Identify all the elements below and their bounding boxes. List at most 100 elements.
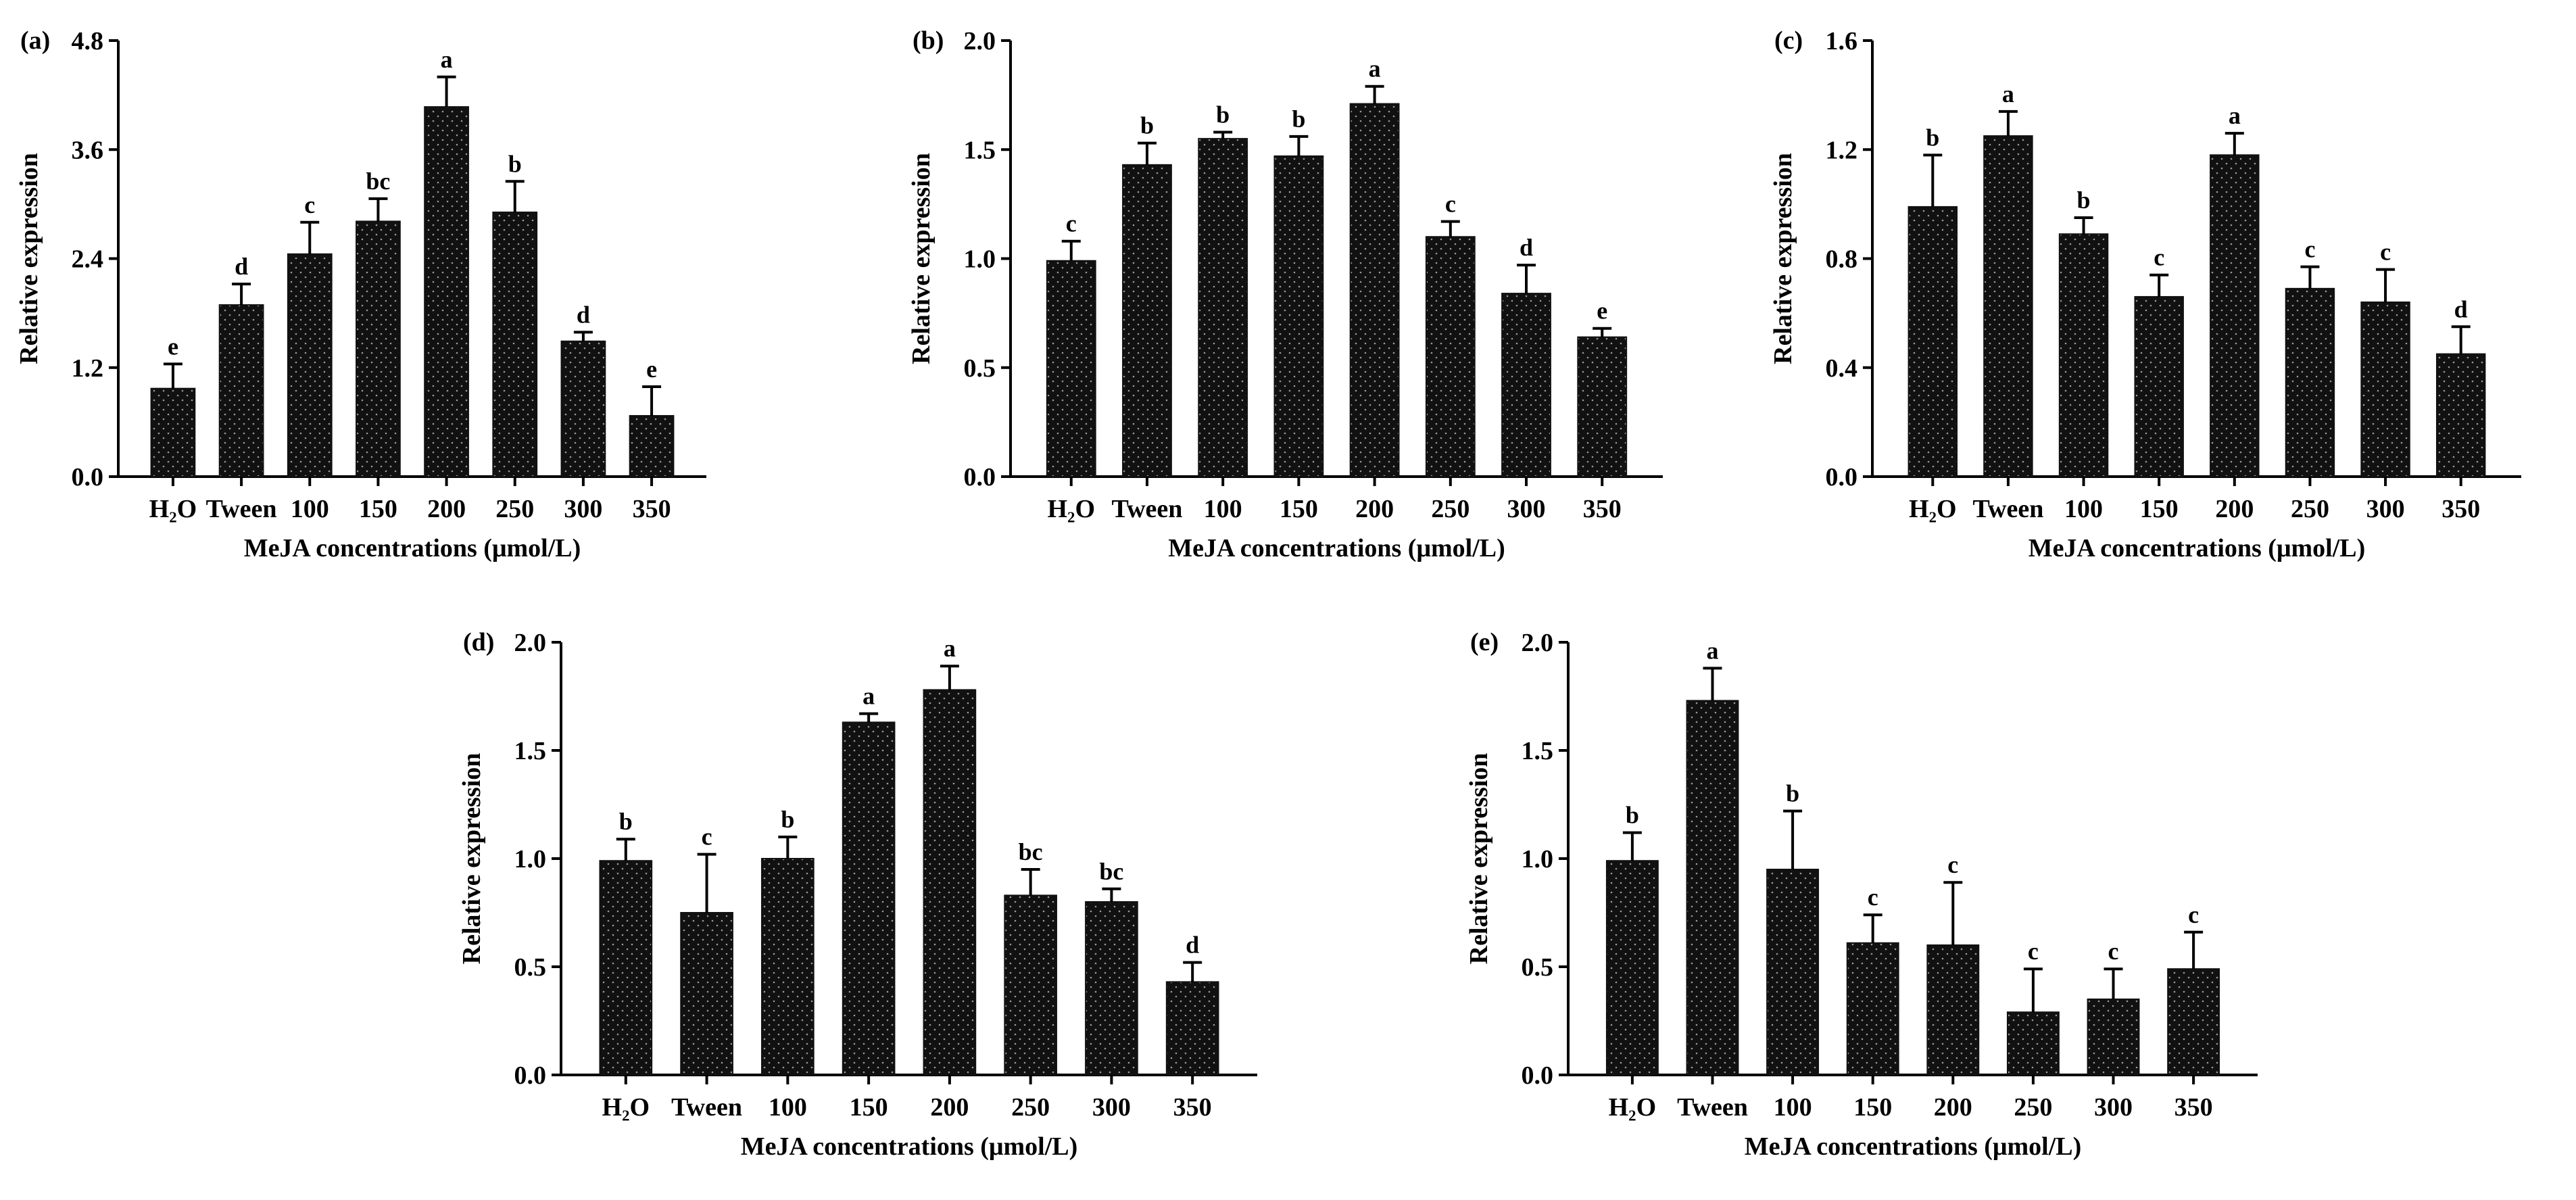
y-axis-title: Relative expression: [15, 153, 43, 364]
x-tick-label: 100: [769, 1093, 807, 1122]
significance-label: bc: [1019, 838, 1043, 865]
significance-label: a: [1706, 637, 1718, 664]
x-tick-label: H₂O: [602, 1093, 650, 1122]
y-tick-label: 1.2: [72, 354, 104, 383]
significance-label: b: [781, 806, 794, 833]
bar: [2167, 968, 2220, 1076]
significance-label: b: [1926, 124, 1939, 151]
x-tick-label: 150: [1853, 1093, 1892, 1122]
significance-label: b: [1140, 112, 1154, 139]
bar: [2285, 287, 2335, 477]
bar: [1004, 894, 1057, 1076]
x-tick-label: 250: [2291, 495, 2329, 523]
bar: [1122, 164, 1172, 477]
significance-label: c: [1445, 191, 1456, 218]
bar: [1273, 155, 1324, 478]
x-tick-label: 200: [1355, 495, 1394, 523]
x-tick-label: 350: [633, 495, 671, 523]
bar: [1983, 135, 2033, 477]
significance-label: a: [2002, 80, 2014, 107]
panel-label: (c): [1774, 26, 1803, 55]
x-tick-label: 300: [1092, 1093, 1131, 1122]
bar: [842, 721, 896, 1076]
bar: [680, 912, 733, 1076]
bar: [1907, 206, 1958, 477]
y-tick-label: 1.2: [1826, 136, 1858, 164]
x-tick-label: 350: [2174, 1093, 2213, 1122]
x-tick-label: H₂O: [1048, 495, 1096, 523]
x-axis-title: MeJA concentrations (μmol/L): [741, 1132, 1078, 1161]
significance-label: c: [2108, 938, 2119, 965]
x-tick-label: 250: [1011, 1093, 1050, 1122]
significance-label: a: [1369, 55, 1381, 82]
x-tick-label: 300: [2366, 495, 2405, 523]
x-tick-label: 150: [2140, 495, 2179, 523]
bar: [1165, 981, 1219, 1076]
significance-label: c: [1066, 210, 1077, 237]
y-tick-label: 0.5: [964, 354, 996, 383]
significance-label: d: [577, 301, 590, 328]
significance-label: bc: [1099, 858, 1123, 885]
x-tick-label: 300: [564, 495, 602, 523]
y-tick-label: 1.0: [964, 245, 996, 274]
significance-label: c: [1947, 851, 1958, 878]
significance-label: d: [235, 253, 248, 280]
significance-label: a: [862, 683, 875, 710]
x-tick-label: 300: [2094, 1093, 2133, 1122]
significance-label: b: [1786, 780, 1799, 807]
panel-label: (e): [1470, 628, 1499, 656]
x-tick-label: 150: [1280, 495, 1318, 523]
bar: [2210, 154, 2260, 477]
x-tick-label: 200: [2215, 495, 2254, 523]
significance-label: a: [944, 635, 956, 662]
y-tick-label: 2.4: [72, 245, 104, 274]
y-tick-label: 1.5: [1522, 737, 1554, 765]
chart-panel-5: (e) 0.0 0.5 1.0 1.5 2.0 Relative expression b H₂…: [1465, 628, 2258, 1161]
significance-label: a: [441, 46, 453, 73]
bar: [1046, 260, 1096, 477]
x-axis-title: MeJA concentrations (μmol/L): [244, 534, 581, 562]
bar: [1085, 901, 1138, 1076]
significance-label: c: [1868, 884, 1878, 911]
x-tick-label: 150: [850, 1093, 888, 1122]
x-tick-label: 350: [1583, 495, 1622, 523]
significance-label: c: [304, 191, 315, 218]
bar: [424, 106, 469, 477]
y-axis-title: Relative expression: [458, 753, 486, 965]
bar: [1501, 293, 1551, 477]
y-tick-label: 2.0: [514, 629, 547, 657]
y-tick-label: 0.0: [514, 1061, 547, 1090]
significance-label: a: [2229, 102, 2241, 129]
y-tick-label: 0.0: [72, 463, 104, 491]
significance-label: c: [2154, 244, 2164, 271]
panel-label: (a): [20, 26, 50, 55]
bar: [1766, 869, 1820, 1076]
x-tick-label: Tween: [1973, 495, 2044, 523]
x-tick-label: 250: [2014, 1093, 2052, 1122]
significance-label: c: [2304, 236, 2315, 263]
chart-panel-1: (a) 0.0 1.2 2.4 3.6 4.8 Relative expression e H₂…: [15, 26, 706, 562]
significance-label: c: [702, 823, 712, 850]
x-axis-title: MeJA concentrations (μmol/L): [1168, 534, 1505, 562]
bar: [923, 689, 977, 1076]
bar: [1926, 944, 1980, 1076]
x-tick-label: 100: [1204, 495, 1242, 523]
significance-label: b: [508, 150, 522, 177]
significance-label: d: [2454, 295, 2468, 322]
y-tick-label: 2.0: [1522, 629, 1554, 657]
chart-panel-2: (b) 0.0 0.5 1.0 1.5 2.0 Relative expression c H₂…: [907, 26, 1663, 562]
bar: [629, 414, 675, 477]
significance-label: c: [2028, 938, 2039, 965]
y-tick-label: 1.6: [1826, 27, 1858, 55]
x-tick-label: 250: [495, 495, 534, 523]
significance-label: b: [1626, 802, 1639, 829]
y-tick-label: 3.6: [72, 136, 104, 164]
y-tick-label: 0.8: [1826, 245, 1858, 274]
significance-label: b: [619, 808, 633, 835]
bar: [1577, 336, 1628, 477]
bar: [356, 220, 401, 477]
bar: [2006, 1011, 2060, 1076]
y-tick-label: 0.0: [1522, 1061, 1554, 1090]
x-axis-title: MeJA concentrations (μmol/L): [1745, 1132, 2082, 1161]
